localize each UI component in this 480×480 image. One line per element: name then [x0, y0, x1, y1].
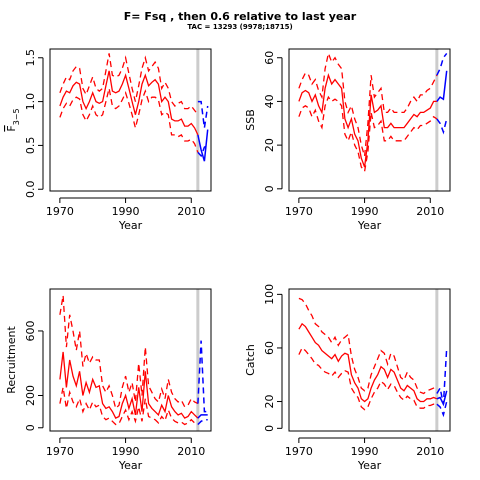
panel-catch: 1970 1990 2010 0 20 60 100 Year Catch: [244, 284, 451, 472]
figure-subtitle: TAC = 13293 (9978;18715): [187, 23, 293, 31]
historic-upper-line: [59, 53, 199, 116]
panel-f: 1970 1990 2010 0.0 0.5 1.0 1.5 Year F3−5: [5, 48, 212, 232]
y-tick-label: 0.5: [24, 137, 37, 155]
y-axis-label-main: Catch: [244, 344, 257, 376]
y-axis-label: F3−5: [5, 108, 21, 131]
projection-upper-line: [436, 347, 448, 405]
panel-recruitment: 1970 1990 2010 0 200 600 Year Recruitment: [5, 288, 212, 472]
y-tick-label: 40: [263, 94, 276, 108]
x-axis-label: Year: [118, 219, 143, 232]
projection-upper-line: [436, 52, 448, 76]
projection-mid-line: [197, 129, 209, 162]
plot-frame: [288, 288, 451, 432]
plot-frame: [49, 48, 212, 192]
y-tick-label: 20: [263, 395, 276, 409]
projection-lower-line: [197, 418, 208, 426]
projection-upper-line: [197, 340, 208, 413]
y-tick-label: 1.5: [24, 49, 37, 66]
x-tick-label: 2010: [177, 205, 205, 218]
projection-lower-line: [436, 401, 448, 418]
plot-frame: [288, 48, 451, 192]
y-tick-label: 0: [263, 185, 276, 192]
y-tick-label: 20: [263, 138, 276, 152]
historic-mid-line: [59, 351, 199, 419]
panel-ssb: 1970 1990 2010 0 20 40 60 Year SSB: [244, 48, 451, 232]
historic-mid-line: [298, 73, 437, 168]
x-tick-label: 2010: [416, 205, 444, 218]
plot-frame: [49, 288, 212, 432]
y-tick-label: 200: [24, 385, 37, 406]
y-axis-label: Catch: [244, 344, 257, 376]
y-tick-label: 0: [263, 425, 276, 432]
x-axis-label: Year: [357, 219, 382, 232]
y-axis-label-main: SSB: [244, 109, 257, 131]
y-axis-label: Recruitment: [5, 326, 18, 394]
y-tick-label: 60: [263, 341, 276, 355]
historic-upper-line: [59, 295, 199, 410]
historic-upper-line: [298, 51, 438, 157]
y-tick-label: 60: [263, 51, 276, 65]
y-tick-label: 1.0: [24, 93, 37, 111]
y-tick-label: 100: [263, 284, 276, 305]
historic-lower-line: [298, 95, 438, 173]
historic-lower-line: [59, 88, 199, 153]
x-tick-label: 2010: [177, 445, 205, 458]
x-axis-label: Year: [357, 459, 382, 472]
historic-upper-line: [298, 297, 438, 395]
y-axis-label-main: Recruitment: [5, 326, 18, 394]
x-tick-label: 1990: [351, 205, 379, 218]
y-axis-label: SSB: [244, 109, 257, 131]
projection-mid-line: [436, 70, 448, 102]
x-tick-label: 1970: [285, 205, 313, 218]
x-tick-label: 1990: [112, 445, 140, 458]
projection-mid-line: [197, 414, 208, 419]
projection-mid-line: [436, 390, 448, 407]
y-axis-label-main: F: [5, 125, 18, 131]
x-tick-label: 1970: [285, 445, 313, 458]
x-axis-label: Year: [118, 459, 143, 472]
projection-lower-line: [436, 118, 448, 135]
projection-upper-line: [197, 100, 209, 129]
x-tick-label: 1970: [46, 445, 74, 458]
historic-mid-line: [59, 70, 199, 136]
x-tick-label: 1990: [351, 445, 379, 458]
historic-lower-line: [59, 387, 199, 426]
figure-title: F= Fsq , then 0.6 relative to last year: [123, 10, 357, 23]
x-tick-label: 1990: [112, 205, 140, 218]
x-tick-label: 2010: [416, 445, 444, 458]
historic-mid-line: [298, 322, 438, 403]
historic-lower-line: [298, 346, 437, 411]
x-tick-label: 1970: [46, 205, 74, 218]
y-tick-label: 0: [24, 424, 37, 431]
y-tick-label: 0.0: [24, 180, 37, 198]
y-axis-label-sub: 3−5: [12, 108, 21, 125]
y-tick-label: 600: [24, 320, 37, 341]
